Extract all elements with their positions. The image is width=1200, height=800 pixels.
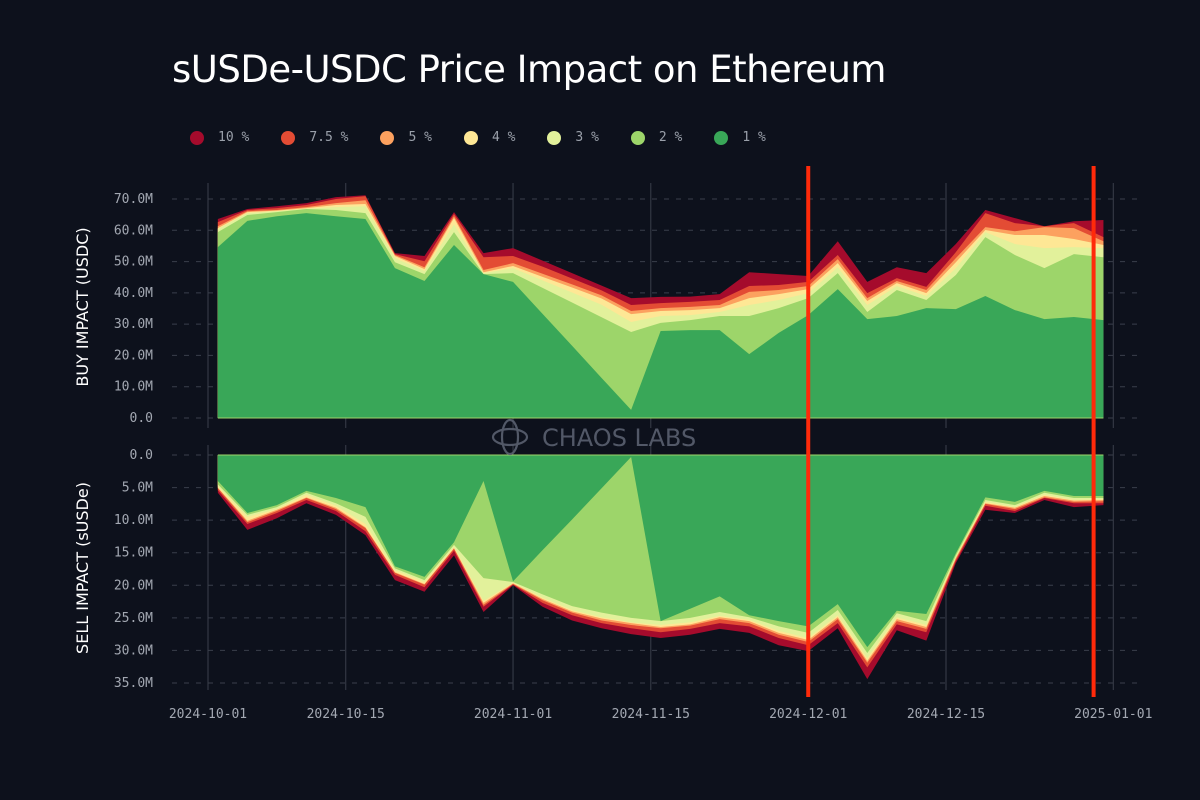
x-tick-label: 2025-01-01	[1074, 707, 1152, 722]
legend-label: 4 %	[491, 130, 516, 145]
chart-title: sUSDe-USDC Price Impact on Ethereum	[172, 48, 886, 91]
legend-item-3[interactable]: 3 %	[547, 130, 599, 145]
area-series-1pct	[217, 213, 1104, 418]
legend-label: 7.5 %	[309, 130, 349, 145]
y-tick-label: 70.0M	[114, 192, 153, 207]
axis-ticks: 0.0 10.0M 20.0M 30.0M 40.0M 50.0M 60.0M 70.0M 0.…	[114, 192, 1153, 722]
marker-lines	[806, 166, 1096, 697]
chaos-labs-logo-icon	[491, 418, 529, 456]
legend-dot	[380, 130, 395, 145]
legend-dot	[463, 130, 478, 145]
legend-label: 1 %	[742, 130, 766, 145]
y-tick-label: 50.0M	[114, 255, 153, 270]
legend-item-10[interactable]: 10 %	[190, 130, 249, 145]
legend-dot	[281, 130, 296, 145]
sell-y-axis-label: SELL IMPACT (sUSDe)	[73, 482, 92, 654]
y-tick-label: 0.0	[130, 448, 153, 463]
y-tick-label: 0.0	[130, 411, 153, 426]
y-tick-label: 5.0M	[122, 481, 153, 496]
x-tick-label: 2024-10-01	[169, 707, 247, 722]
buy-impact-areas	[217, 195, 1104, 419]
watermark-text: CHAOS LABS	[542, 424, 696, 452]
y-tick-label: 60.0M	[114, 223, 153, 238]
legend-item-2[interactable]: 2 %	[630, 130, 683, 145]
legend-dot	[630, 130, 645, 145]
buy-y-axis-label: BUY IMPACT (USDC)	[73, 227, 92, 386]
y-tick-label: 20.0M	[114, 348, 153, 363]
legend-item-1[interactable]: 1 %	[714, 130, 766, 145]
y-tick-label: 15.0M	[114, 546, 153, 561]
y-tick-label: 25.0M	[114, 611, 153, 626]
x-tick-label: 2024-11-15	[612, 707, 690, 722]
legend-dot	[190, 130, 204, 145]
x-tick-label: 2024-11-01	[474, 707, 552, 722]
legend-dot	[714, 130, 729, 145]
legend-item-7-5[interactable]: 7.5 %	[281, 130, 348, 145]
legend-item-5[interactable]: 5 %	[380, 130, 432, 145]
watermark: CHAOS LABS	[491, 418, 696, 456]
sell-impact-areas	[217, 454, 1104, 680]
area-series-1pct	[217, 455, 1104, 648]
legend-label: 10 %	[218, 130, 250, 145]
x-tick-label: 2024-12-15	[907, 707, 985, 722]
y-tick-label: 40.0M	[114, 286, 153, 301]
y-tick-label: 10.0M	[114, 380, 153, 395]
y-tick-label: 20.0M	[114, 578, 153, 593]
legend-dot	[547, 130, 562, 145]
legend: 10 % 7.5 % 5 % 4 % 3 % 2 % 1 %	[190, 130, 798, 145]
y-tick-label: 30.0M	[114, 643, 153, 658]
legend-label: 5 %	[408, 130, 432, 145]
legend-item-4[interactable]: 4 %	[463, 130, 516, 145]
y-tick-label: 30.0M	[114, 317, 153, 332]
y-tick-label: 10.0M	[114, 513, 153, 528]
x-tick-label: 2024-12-01	[769, 707, 847, 722]
legend-label: 3 %	[575, 130, 599, 145]
legend-label: 2 %	[658, 130, 683, 145]
x-tick-label: 2024-10-15	[307, 707, 385, 722]
y-tick-label: 35.0M	[114, 676, 153, 691]
